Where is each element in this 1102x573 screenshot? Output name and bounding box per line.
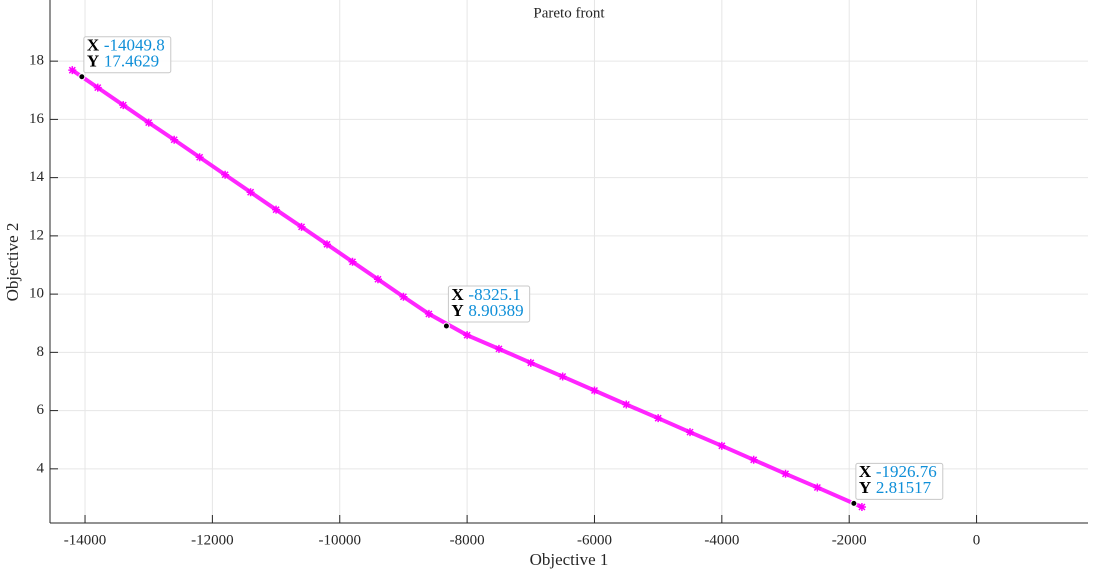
point bbox=[622, 400, 631, 409]
y-tick-label: 4 bbox=[37, 460, 45, 476]
point bbox=[272, 205, 281, 214]
x-tick-label: -2000 bbox=[832, 532, 867, 548]
datatips: XY-14049.817.4629XY-8325.18.90389XY-1926… bbox=[78, 36, 944, 507]
point bbox=[717, 441, 726, 450]
point bbox=[246, 188, 255, 197]
y-tick-label: 18 bbox=[29, 53, 44, 69]
datatip: XY -8325.18.90389 bbox=[442, 285, 531, 330]
datatip: XY -1926.762.81517 bbox=[850, 462, 944, 507]
axes: -14000 -12000 -10000 -8000 -6000 -4000 -2000 0 4… bbox=[29, 0, 1088, 548]
datatip-label: Y bbox=[451, 301, 463, 320]
y-tick-label: 12 bbox=[29, 227, 44, 243]
x-tick-label: 0 bbox=[973, 532, 981, 548]
point bbox=[195, 153, 204, 162]
point bbox=[399, 292, 408, 301]
point bbox=[297, 222, 306, 231]
point bbox=[781, 469, 790, 478]
point bbox=[221, 170, 230, 179]
x-tick-label: -14000 bbox=[64, 532, 107, 548]
x-axis-label: Objective 1 bbox=[530, 550, 609, 569]
datatip-value: 2.81517 bbox=[876, 478, 932, 497]
datatip-label: X bbox=[451, 285, 464, 304]
datatip-marker bbox=[850, 499, 858, 507]
point bbox=[813, 483, 822, 492]
datatip-value: -14049.8 bbox=[104, 36, 165, 55]
data bbox=[68, 66, 866, 511]
point bbox=[558, 372, 567, 381]
datatip-marker bbox=[442, 322, 450, 330]
point bbox=[68, 66, 77, 75]
point bbox=[144, 118, 153, 127]
datatip-value: -8325.1 bbox=[468, 285, 520, 304]
y-tick-label: 8 bbox=[37, 344, 45, 360]
datatip-label: X bbox=[87, 36, 100, 55]
datatip-box bbox=[447, 285, 531, 323]
datatip-marker bbox=[78, 73, 86, 81]
x-tick-label: -12000 bbox=[191, 532, 234, 548]
point bbox=[526, 358, 535, 367]
point bbox=[494, 344, 503, 353]
y-tick-label: 10 bbox=[29, 286, 44, 302]
grid bbox=[50, 0, 1088, 523]
point bbox=[348, 257, 357, 266]
point-band bbox=[71, 68, 863, 509]
chart-title: Pareto front bbox=[533, 5, 605, 21]
y-tick-label: 14 bbox=[29, 169, 45, 185]
y-axis-label: Objective 2 bbox=[3, 223, 22, 302]
datatip-box bbox=[855, 462, 944, 500]
x-tick-label: -10000 bbox=[318, 532, 361, 548]
point bbox=[373, 275, 382, 284]
point bbox=[119, 101, 128, 110]
datatip-label: X bbox=[859, 462, 872, 481]
datatip-label: Y bbox=[87, 52, 99, 71]
x-tick-label: -4000 bbox=[704, 532, 739, 548]
point bbox=[170, 135, 179, 144]
datatip: XY -14049.817.4629 bbox=[78, 36, 172, 81]
point bbox=[654, 414, 663, 423]
x-tick-label: -8000 bbox=[450, 532, 485, 548]
point bbox=[685, 428, 694, 437]
point bbox=[590, 386, 599, 395]
datatip-value: -1926.76 bbox=[876, 462, 937, 481]
point bbox=[463, 331, 472, 340]
x-tick-label: -6000 bbox=[577, 532, 612, 548]
y-tick-label: 16 bbox=[29, 111, 45, 127]
datatip-label: Y bbox=[859, 478, 871, 497]
y-tick-label: 6 bbox=[37, 402, 45, 418]
datatip-value: 17.4629 bbox=[104, 52, 159, 71]
point bbox=[93, 83, 102, 92]
datatip-value: 8.90389 bbox=[468, 301, 523, 320]
point bbox=[424, 309, 433, 318]
datatip-box bbox=[83, 36, 172, 74]
point bbox=[323, 240, 332, 249]
point bbox=[857, 502, 866, 511]
point bbox=[749, 455, 758, 464]
